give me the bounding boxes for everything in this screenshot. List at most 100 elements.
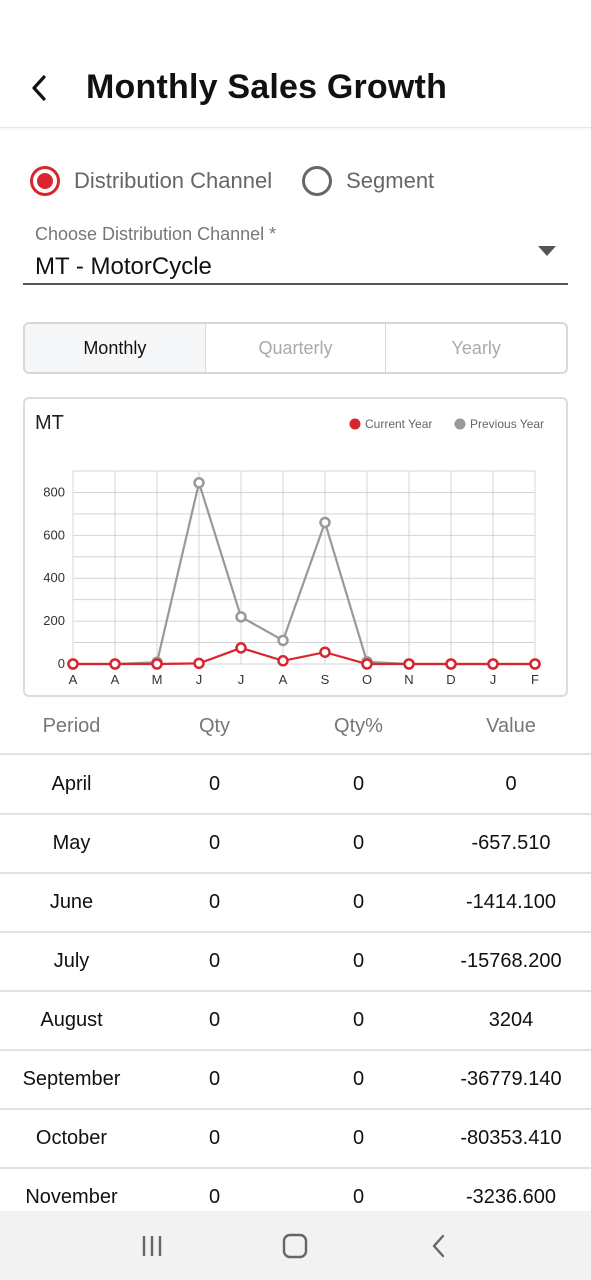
y-tick-label: 600 (43, 527, 65, 542)
chart-canvas: MT Current Year Previous Year 0 200 400 600 800… (35, 412, 544, 687)
cell-period: July (53, 950, 90, 972)
table-row: October 0 0 -80353.410 (0, 1110, 591, 1169)
cell-qty: 0 (208, 832, 221, 854)
data-point (277, 634, 289, 647)
period-tabs: Monthly Quarterly Yearly (23, 322, 568, 374)
cell-qty-percent: 0 (352, 1068, 365, 1090)
cell-qty: 0 (208, 1009, 221, 1031)
legend-label-0: Current Year (365, 417, 432, 431)
data-point (235, 611, 247, 623)
legend-marker-0 (349, 418, 361, 430)
cell-value: 0 (505, 773, 517, 795)
table-row: September 0 0 -36779.140 (0, 1051, 591, 1110)
back-button[interactable] (0, 48, 80, 128)
cell-period: August (40, 1009, 103, 1031)
sales-table-body: April 0 0 0 May 0 0 -657.510 June 0 0 -1414.100 July… (0, 756, 591, 1228)
table-row: July 0 0 -15768.200 (0, 933, 591, 992)
sales-chart: MT Current Year Previous Year 0 200 400 600 800… (23, 397, 568, 697)
data-point (361, 658, 373, 670)
cell-value: -80353.410 (460, 1127, 562, 1149)
recent-apps-icon (142, 1235, 162, 1256)
cell-period: October (35, 1127, 108, 1149)
data-point (235, 642, 247, 654)
x-tick-label: F (531, 672, 539, 687)
series-line-1 (73, 478, 535, 666)
cell-qty-percent: 0 (352, 891, 365, 913)
column-header-qty-percent: Qty% (334, 715, 383, 737)
system-navigation-bar (0, 1211, 591, 1280)
x-tick-label: O (362, 672, 372, 687)
x-tick-label: J (196, 672, 203, 687)
cell-qty-percent: 0 (352, 1127, 365, 1149)
tab-monthly[interactable]: Monthly (25, 324, 206, 372)
legend-label-1: Previous Year (470, 417, 544, 431)
table-row: April 0 0 0 (0, 756, 591, 815)
cell-qty: 0 (208, 1186, 221, 1208)
data-point (277, 655, 289, 667)
x-tick-label: A (69, 672, 78, 687)
data-point (445, 658, 457, 670)
back-icon (432, 1234, 445, 1257)
column-header-qty: Qty (198, 715, 231, 737)
y-tick-label: 0 (58, 656, 65, 671)
cell-period: April (51, 773, 92, 795)
cell-qty-percent: 0 (352, 950, 365, 972)
radio-segment[interactable]: Segment (302, 166, 434, 196)
cell-qty: 0 (208, 1068, 221, 1090)
data-point (193, 477, 205, 489)
radio-checked-icon (30, 166, 60, 196)
data-point (67, 658, 79, 670)
y-tick-label: 800 (43, 484, 65, 499)
tab-quarterly[interactable]: Quarterly (206, 324, 387, 372)
radio-distribution-channel[interactable]: Distribution Channel (30, 166, 272, 196)
cell-qty: 0 (208, 950, 221, 972)
cell-qty: 0 (208, 1127, 221, 1149)
x-tick-label: A (279, 672, 288, 687)
cell-value: -1414.100 (465, 891, 557, 913)
cell-period: June (49, 891, 94, 913)
data-point (193, 657, 205, 670)
home-icon (283, 1233, 308, 1258)
data-point (319, 516, 331, 529)
data-point (403, 658, 415, 670)
column-header-period: Period (42, 715, 101, 737)
y-tick-label: 400 (43, 570, 65, 585)
table-row: August 0 0 3204 (0, 992, 591, 1051)
radio-unchecked-icon (302, 166, 333, 196)
chevron-left-icon (32, 74, 46, 101)
home-button[interactable] (265, 1216, 325, 1276)
recent-apps-button[interactable] (122, 1216, 182, 1276)
data-point (151, 658, 163, 670)
radio-label: Distribution Channel (74, 168, 273, 193)
table-header: Period Qty Qty% Value (0, 700, 591, 755)
cell-qty: 0 (208, 773, 221, 795)
legend-marker-1 (454, 418, 466, 430)
x-tick-label: J (490, 672, 497, 687)
x-tick-label: J (238, 672, 245, 687)
cell-qty-percent: 0 (352, 773, 365, 795)
data-point (109, 658, 121, 670)
distribution-channel-select[interactable]: Choose Distribution Channel * MT - Motor… (23, 210, 568, 285)
x-tick-label: S (321, 672, 330, 687)
x-tick-label: A (111, 672, 120, 687)
system-back-button[interactable] (409, 1216, 469, 1276)
column-header-value: Value (486, 715, 536, 737)
cell-qty-percent: 0 (352, 1186, 365, 1208)
data-point (529, 658, 541, 670)
cell-period: May (52, 832, 91, 854)
cell-qty-percent: 0 (352, 1009, 365, 1031)
status-bar-area (0, 0, 591, 48)
tab-yearly[interactable]: Yearly (451, 337, 501, 358)
cell-value: -657.510 (471, 832, 551, 854)
cell-period: November (25, 1186, 118, 1208)
x-tick-label: M (152, 672, 163, 687)
data-point (487, 658, 499, 670)
series-line-0 (73, 646, 535, 666)
cell-value: -3236.600 (465, 1186, 557, 1208)
y-tick-label: 200 (43, 613, 65, 628)
cell-value: 3204 (488, 1009, 534, 1031)
cell-period: September (22, 1068, 121, 1090)
x-tick-label: N (404, 672, 413, 687)
table-row: May 0 0 -657.510 (0, 815, 591, 874)
dropdown-arrow-icon (538, 246, 556, 256)
